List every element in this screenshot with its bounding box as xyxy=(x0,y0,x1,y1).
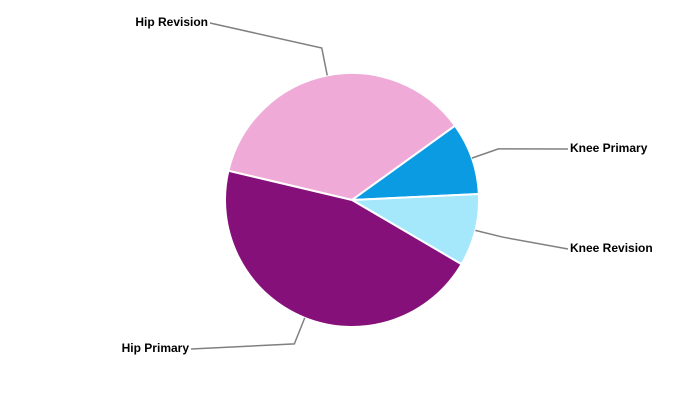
slice-label: Hip Primary xyxy=(122,341,190,355)
leader-line xyxy=(471,148,569,159)
pie-slice xyxy=(227,72,457,202)
leader-line xyxy=(475,229,569,250)
pie-slice xyxy=(224,169,463,328)
slice-label: Hip Revision xyxy=(135,15,208,29)
slice-label: Knee Primary xyxy=(570,141,648,155)
leader-line xyxy=(190,317,306,350)
leader-line xyxy=(209,22,328,76)
slice-label: Knee Revision xyxy=(570,241,653,255)
